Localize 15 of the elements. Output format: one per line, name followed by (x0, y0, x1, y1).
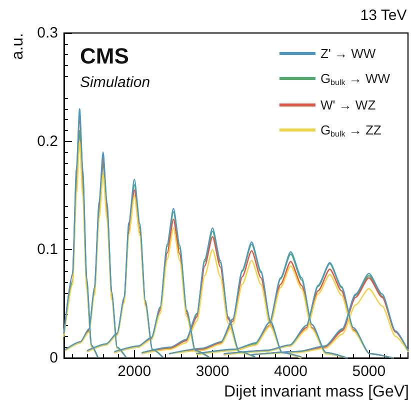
y-tick-label: 0.3 (37, 24, 58, 42)
x-tick-label: 5000 (352, 363, 386, 380)
legend-label: Z' → WW (320, 46, 376, 61)
x-tick-label: 2000 (118, 363, 152, 380)
x-tick-label: 3000 (196, 363, 230, 380)
y-axis-title: a.u. (10, 33, 26, 60)
x-axis-title: Dijet invariant mass [GeV] (224, 384, 409, 400)
y-tick-label: 0 (50, 350, 58, 366)
legend-label: W' → WZ (320, 98, 376, 112)
y-tick-label: 0.2 (37, 132, 58, 150)
text: 13 TeV (360, 7, 407, 24)
annotation: CMS (80, 44, 129, 68)
y-tick-label: 0.1 (37, 241, 58, 258)
annotation: Simulation (80, 74, 150, 91)
x-tick-label: 4000 (274, 363, 308, 380)
